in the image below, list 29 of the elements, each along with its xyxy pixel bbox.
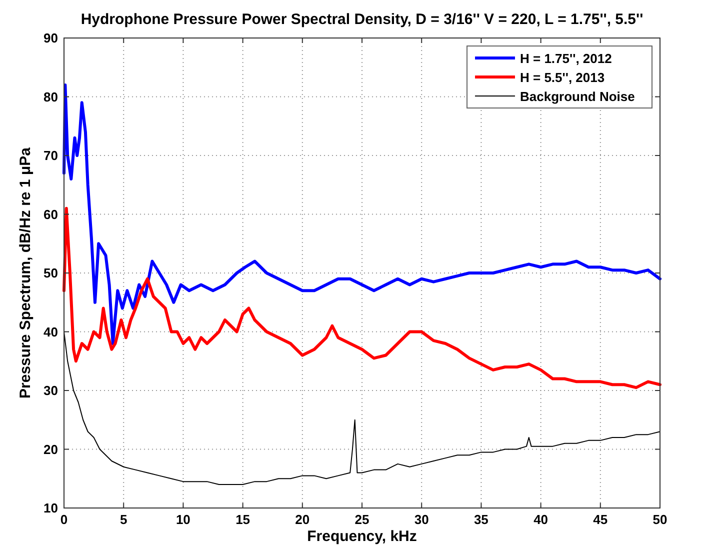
y-tick-label: 40	[44, 324, 58, 340]
y-tick-label: 60	[44, 206, 58, 222]
line-series	[62, 84, 662, 345]
x-tick-label: 10	[176, 512, 190, 527]
y-axis-title: Pressure Spectrum, dB/Hz re 1 μPa	[17, 146, 34, 398]
x-tick-label: 0	[60, 512, 68, 527]
y-tick-label: 30	[44, 383, 58, 398]
x-tick-label: 35	[474, 512, 488, 527]
legend-label: H = 1.75'', 2012	[520, 51, 612, 66]
x-tick-label: 25	[354, 512, 370, 527]
legend-label: H = 5.5'', 2013	[520, 70, 605, 85]
y-tick-label: 50	[44, 266, 58, 280]
chart-title: Hydrophone Pressure Power Spectral Density, D = 3/16'' V = 220, L = 1.75'', 5.5''	[80, 11, 644, 28]
x-tick-label: 45	[593, 512, 608, 527]
y-tick-label: 10	[44, 500, 58, 516]
y-tick-label: 80	[44, 89, 58, 104]
line-series	[62, 206, 662, 390]
x-tick-label: 5	[120, 512, 128, 527]
x-axis-title: Frequency, kHz	[307, 528, 417, 545]
y-tick-label: 70	[44, 148, 58, 163]
legend-label: Background Noise	[520, 89, 635, 104]
x-tick-label: 15	[236, 512, 250, 527]
y-tick-label: 20	[44, 442, 58, 457]
x-tick-label: 30	[414, 512, 429, 527]
x-tick-label: 20	[295, 512, 310, 527]
y-tick-label: 90	[44, 30, 58, 46]
x-tick-label: 40	[534, 512, 548, 527]
line-series	[64, 331, 660, 485]
x-tick-label: 50	[652, 512, 668, 527]
